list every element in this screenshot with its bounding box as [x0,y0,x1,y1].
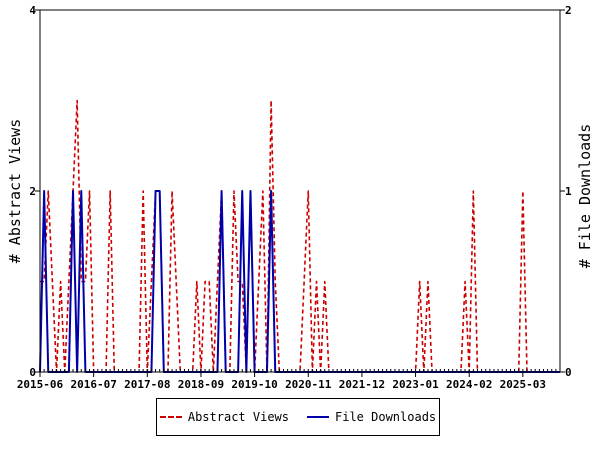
legend-item-abstract-views: Abstract Views [159,410,289,424]
legend-item-file-downloads: File Downloads [307,410,436,424]
x-tick-label: 2021-12 [339,378,385,391]
y-right-tick-label: 0 [565,366,572,379]
x-tick-label: 2025-03 [500,378,546,391]
plot-area [40,10,560,372]
legend: Abstract Views File Downloads [156,398,440,436]
y-right-tick-label: 1 [565,185,572,198]
y-right-axis-title: # File Downloads [576,124,594,269]
y-left-tick-label: 4 [29,4,36,17]
legend-swatch-abstract-views [159,416,182,418]
x-tick-label: 2020-11 [285,378,332,391]
x-tick-label: 2019-10 [231,378,277,391]
x-tick-label: 2024-02 [446,378,492,391]
x-tick-label: 2015-06 [17,378,64,391]
x-tick-label: 2023-01 [392,378,439,391]
legend-label-file-downloads: File Downloads [335,410,437,424]
series-line-abstract-views [40,99,560,373]
x-tick-label: 2016-07 [70,378,116,391]
x-tick-label: 2017-08 [124,378,170,391]
y-left-tick-label: 0 [29,366,36,379]
y-right-tick-label: 2 [565,4,572,17]
ticks-layer: 2015-06 2016-07 2017-08 2018-09 2019-10 2020-… [17,4,572,391]
x-tick-label: 2018-09 [178,378,224,391]
legend-label-abstract-views: Abstract Views [187,410,289,424]
y-left-axis-title: # Abstract Views [6,119,24,264]
y-left-tick-label: 2 [29,185,36,198]
labels-layer: # Abstract Views # File Downloads [6,119,594,269]
legend-swatch-file-downloads [307,416,329,418]
